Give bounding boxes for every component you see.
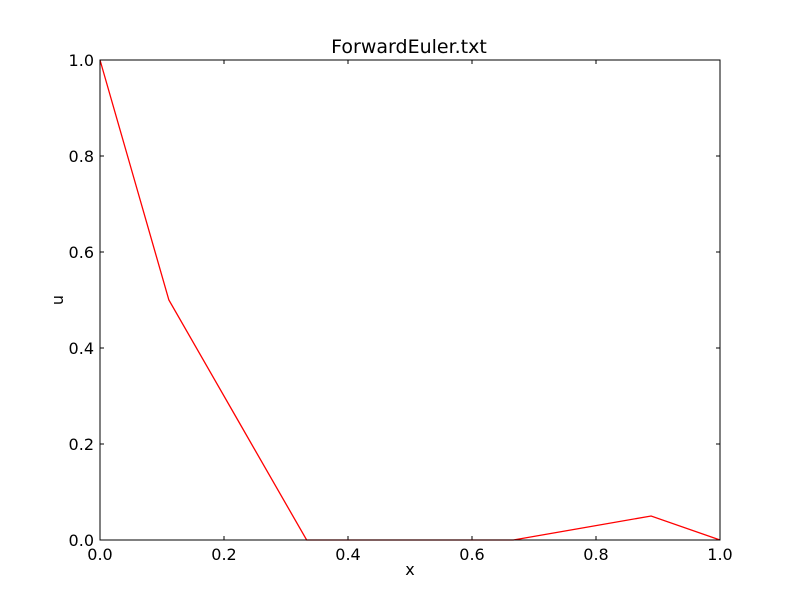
x-axis-label: x <box>405 560 414 579</box>
x-tick-label: 0.0 <box>87 545 112 564</box>
plot-frame <box>99 59 721 541</box>
x-tick-label: 0.2 <box>211 545 236 564</box>
x-tick-label: 1.0 <box>707 545 732 564</box>
y-tick-label: 1.0 <box>69 51 94 70</box>
x-tick-label: 0.6 <box>459 545 484 564</box>
x-tick-label: 0.8 <box>583 545 608 564</box>
y-axis-label: u <box>48 295 67 305</box>
y-tick-label: 0.0 <box>69 531 94 550</box>
x-tick-label: 0.4 <box>335 545 360 564</box>
y-tick-label: 0.8 <box>69 147 94 166</box>
chart-title: ForwardEuler.txt <box>331 36 487 58</box>
y-tick-label: 0.4 <box>69 339 94 358</box>
x-axis-ticks: 0.0 0.2 0.4 0.6 0.8 1.0 <box>87 60 733 564</box>
y-tick-label: 0.6 <box>69 243 94 262</box>
plot-area <box>100 60 720 540</box>
y-tick-label: 0.2 <box>69 435 94 454</box>
